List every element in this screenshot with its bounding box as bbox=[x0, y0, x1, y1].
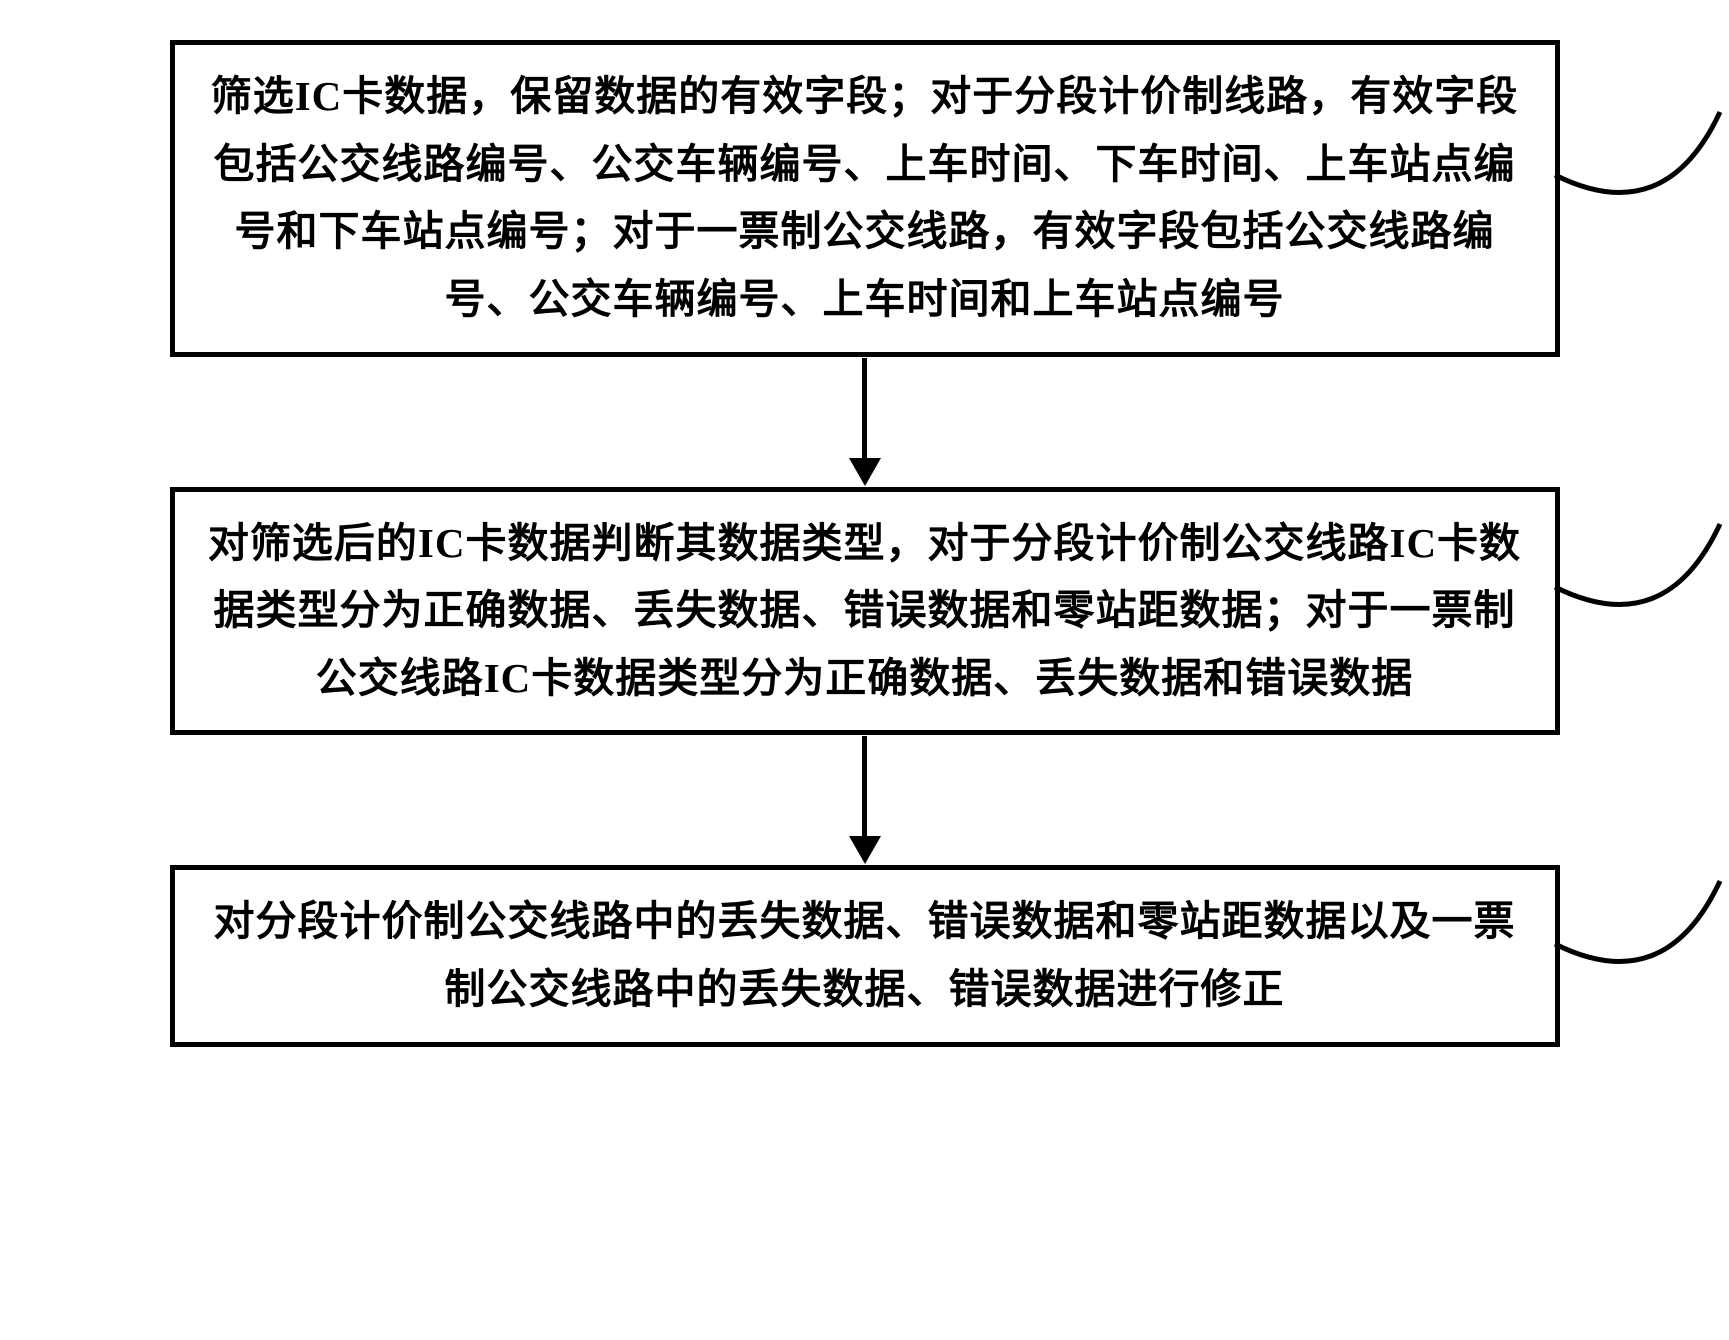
arrow-head-icon bbox=[849, 836, 881, 864]
flowchart-node-320: 对筛选后的IC卡数据判断其数据类型，对于分段计价制公交线路IC卡数据类型分为正确… bbox=[170, 487, 1560, 736]
flowchart-node-310: 筛选IC卡数据，保留数据的有效字段；对于分段计价制线路，有效字段包括公交线路编号… bbox=[170, 40, 1560, 357]
node-text-320: 对筛选后的IC卡数据判断其数据类型，对于分段计价制公交线路IC卡数据类型分为正确… bbox=[208, 520, 1521, 701]
arrow-320-to-330 bbox=[849, 735, 881, 865]
flowchart-container: 筛选IC卡数据，保留数据的有效字段；对于分段计价制线路，有效字段包括公交线路编号… bbox=[40, 40, 1689, 1047]
arrow-line bbox=[862, 358, 867, 458]
node-text-330: 对分段计价制公交线路中的丢失数据、错误数据和零站距数据以及一票制公交线路中的丢失… bbox=[214, 898, 1516, 1012]
node-wrapper-320: 对筛选后的IC卡数据判断其数据类型，对于分段计价制公交线路IC卡数据类型分为正确… bbox=[170, 487, 1560, 736]
flowchart-node-330: 对分段计价制公交线路中的丢失数据、错误数据和零站距数据以及一票制公交线路中的丢失… bbox=[170, 865, 1560, 1046]
node-wrapper-310: 筛选IC卡数据，保留数据的有效字段；对于分段计价制线路，有效字段包括公交线路编号… bbox=[170, 40, 1560, 357]
connector-curve-330 bbox=[1555, 869, 1729, 1004]
connector-curve-310 bbox=[1555, 100, 1729, 235]
arrow-line bbox=[862, 736, 867, 836]
arrow-head-icon bbox=[849, 458, 881, 486]
connector-curve-320 bbox=[1555, 512, 1729, 647]
node-wrapper-330: 对分段计价制公交线路中的丢失数据、错误数据和零站距数据以及一票制公交线路中的丢失… bbox=[170, 865, 1560, 1046]
node-text-310: 筛选IC卡数据，保留数据的有效字段；对于分段计价制线路，有效字段包括公交线路编号… bbox=[211, 73, 1519, 322]
arrow-310-to-320 bbox=[849, 357, 881, 487]
